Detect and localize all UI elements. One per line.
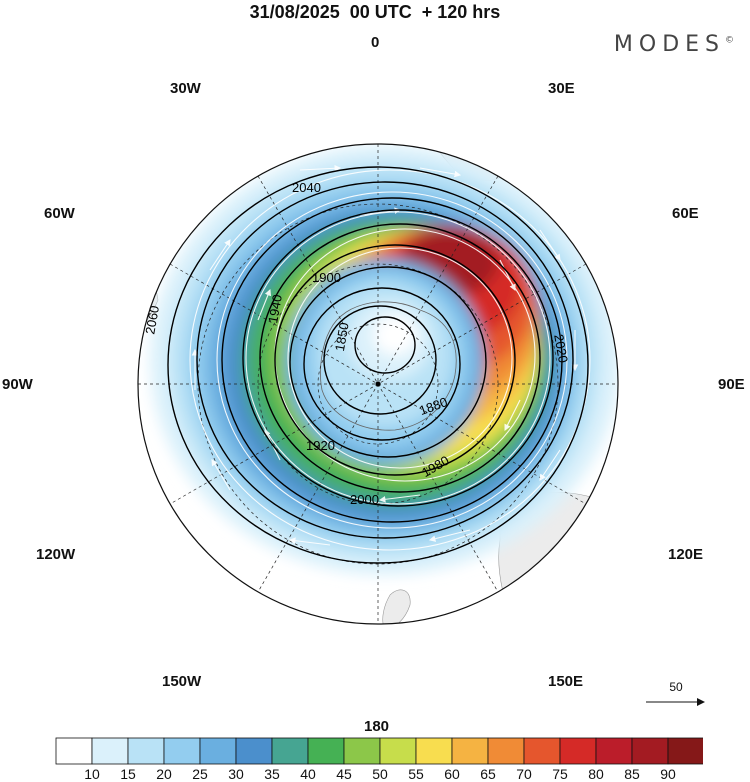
reference-vector: 50 <box>640 680 712 715</box>
colorbar-swatch <box>595 737 633 765</box>
lon-label-90w: 90W <box>2 376 33 393</box>
colorbar-tick-label: 30 <box>228 766 244 782</box>
contour-label: 2040 <box>292 180 321 195</box>
colorbar-swatch <box>631 737 669 765</box>
colorbar <box>55 737 703 765</box>
colorbar-tick-label: 70 <box>516 766 532 782</box>
contour-label: 1940 <box>265 293 285 324</box>
map-title: 31/08/2025 00 UTC + 120 hrs <box>249 2 501 22</box>
colorbar-tick-label: 55 <box>408 766 424 782</box>
lon-label-150w: 150W <box>162 673 202 690</box>
colorbar-tick-label: 15 <box>120 766 136 782</box>
lon-label-90e: 90E <box>718 376 745 393</box>
colorbar-tick-label: 25 <box>192 766 208 782</box>
antarctica-coast <box>320 301 457 431</box>
lon-label-60w: 60W <box>44 205 75 222</box>
colorbar-tick-label: 60 <box>444 766 460 782</box>
brand-mark: © <box>725 35 734 46</box>
lon-label-60e: 60E <box>672 205 699 222</box>
east-africa-land <box>559 144 618 201</box>
colorbar-tick-label: 40 <box>300 766 316 782</box>
colorbar-swatch <box>163 737 201 765</box>
colorbar-tick-label: 75 <box>552 766 568 782</box>
lon-label-180: 180 <box>364 718 390 735</box>
colorbar-ticks: 10 15 20 25 30 35 40 45 50 55 60 65 70 75 80 85 90 <box>0 766 750 782</box>
brand-text: MODES <box>613 32 725 57</box>
colorbar-swatch <box>127 737 165 765</box>
height-contours <box>167 166 589 564</box>
polar-map: 2060 2040 2020 2000 1980 1940 1900 1920 … <box>137 143 619 625</box>
colorbar-swatch <box>235 737 273 765</box>
colorbar-swatch <box>55 737 93 765</box>
contour-label: 1920 <box>306 438 335 453</box>
south-pole-marker <box>375 381 381 387</box>
colorbar-swatch <box>343 737 381 765</box>
map-disc <box>138 144 618 624</box>
colorbar-swatch <box>451 737 489 765</box>
colorbar-swatch <box>559 737 597 765</box>
colorbar-tick-label: 90 <box>660 766 676 782</box>
contour-label: 2000 <box>350 492 379 507</box>
colorbar-swatch <box>307 737 345 765</box>
colorbar-swatch <box>379 737 417 765</box>
colorbar-tick-label: 35 <box>264 766 280 782</box>
colorbar-tick-label: 10 <box>84 766 100 782</box>
colorbar-tick-label: 80 <box>588 766 604 782</box>
new-zealand-land <box>382 589 411 624</box>
contour-label: 1850 <box>332 321 352 352</box>
contour-label: 2020 <box>551 333 571 364</box>
reference-arrow-icon <box>646 698 705 706</box>
brand-logo: MODES© <box>614 32 734 57</box>
lon-label-30w: 30W <box>170 80 201 97</box>
lon-label-150e: 150E <box>548 673 584 690</box>
colorbar-swatch <box>523 737 561 765</box>
wind-streamlines <box>189 164 591 551</box>
colorbar-swatch <box>199 737 237 765</box>
colorbar-swatch <box>487 737 525 765</box>
contour-label: 1900 <box>312 270 341 285</box>
lon-label-120e: 120E <box>668 546 704 563</box>
colorbar-tick-label: 50 <box>372 766 388 782</box>
lon-label-0: 0 <box>371 34 380 51</box>
colorbar-tick-label: 65 <box>480 766 496 782</box>
map-border <box>137 143 619 625</box>
colorbar-tick-label: 45 <box>336 766 352 782</box>
reference-vector-label: 50 <box>669 680 683 694</box>
lon-label-30e: 30E <box>548 80 575 97</box>
lon-label-120w: 120W <box>36 546 76 563</box>
colorbar-swatch <box>91 737 129 765</box>
colorbar-tick-label: 20 <box>156 766 172 782</box>
colorbar-swatch <box>271 737 309 765</box>
colorbar-swatch <box>667 737 703 765</box>
colorbar-swatch <box>415 737 453 765</box>
contour-label: 2060 <box>142 304 162 335</box>
colorbar-tick-label: 85 <box>624 766 640 782</box>
